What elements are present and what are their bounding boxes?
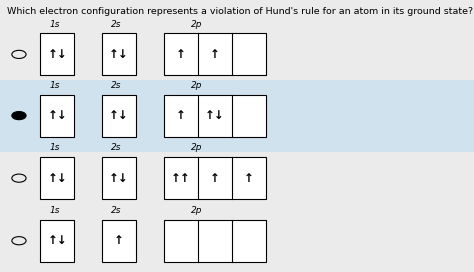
FancyBboxPatch shape — [102, 95, 136, 137]
Text: 2p: 2p — [191, 143, 202, 152]
Text: ↑: ↑ — [210, 172, 219, 185]
FancyBboxPatch shape — [40, 95, 74, 137]
FancyBboxPatch shape — [102, 33, 136, 75]
FancyBboxPatch shape — [40, 33, 74, 75]
Text: 2p: 2p — [191, 81, 202, 90]
Text: ↑: ↑ — [176, 48, 185, 61]
Text: 2s: 2s — [111, 81, 121, 90]
FancyBboxPatch shape — [102, 157, 136, 199]
Text: ↑: ↑ — [210, 48, 219, 61]
Text: 1s: 1s — [49, 20, 60, 29]
Text: 2s: 2s — [111, 143, 121, 152]
Text: 1s: 1s — [49, 143, 60, 152]
Text: ↑↓: ↑↓ — [205, 109, 225, 122]
FancyBboxPatch shape — [164, 157, 266, 199]
FancyBboxPatch shape — [40, 220, 74, 262]
Text: 2s: 2s — [111, 206, 121, 215]
Text: 1s: 1s — [49, 206, 60, 215]
Text: 2p: 2p — [191, 206, 202, 215]
FancyBboxPatch shape — [164, 33, 266, 75]
Bar — [0, 79, 474, 152]
Text: 2p: 2p — [191, 20, 202, 29]
Text: ↑↓: ↑↓ — [109, 109, 129, 122]
FancyBboxPatch shape — [40, 157, 74, 199]
Text: ↑: ↑ — [244, 172, 254, 185]
Text: Which electron configuration represents a violation of Hund's rule for an atom i: Which electron configuration represents … — [7, 7, 473, 16]
Text: ↑: ↑ — [176, 109, 185, 122]
Text: ↑↓: ↑↓ — [47, 109, 67, 122]
FancyBboxPatch shape — [102, 220, 136, 262]
FancyBboxPatch shape — [164, 220, 266, 262]
Text: 1s: 1s — [49, 81, 60, 90]
Text: 2s: 2s — [111, 20, 121, 29]
Text: ↑↓: ↑↓ — [109, 48, 129, 61]
Text: ↑↓: ↑↓ — [109, 172, 129, 185]
Text: ↑↑: ↑↑ — [171, 172, 191, 185]
FancyBboxPatch shape — [164, 95, 266, 137]
Text: ↑↓: ↑↓ — [47, 234, 67, 247]
Circle shape — [12, 112, 26, 120]
Text: ↑↓: ↑↓ — [47, 172, 67, 185]
Text: ↑: ↑ — [114, 234, 124, 247]
Text: ↑↓: ↑↓ — [47, 48, 67, 61]
